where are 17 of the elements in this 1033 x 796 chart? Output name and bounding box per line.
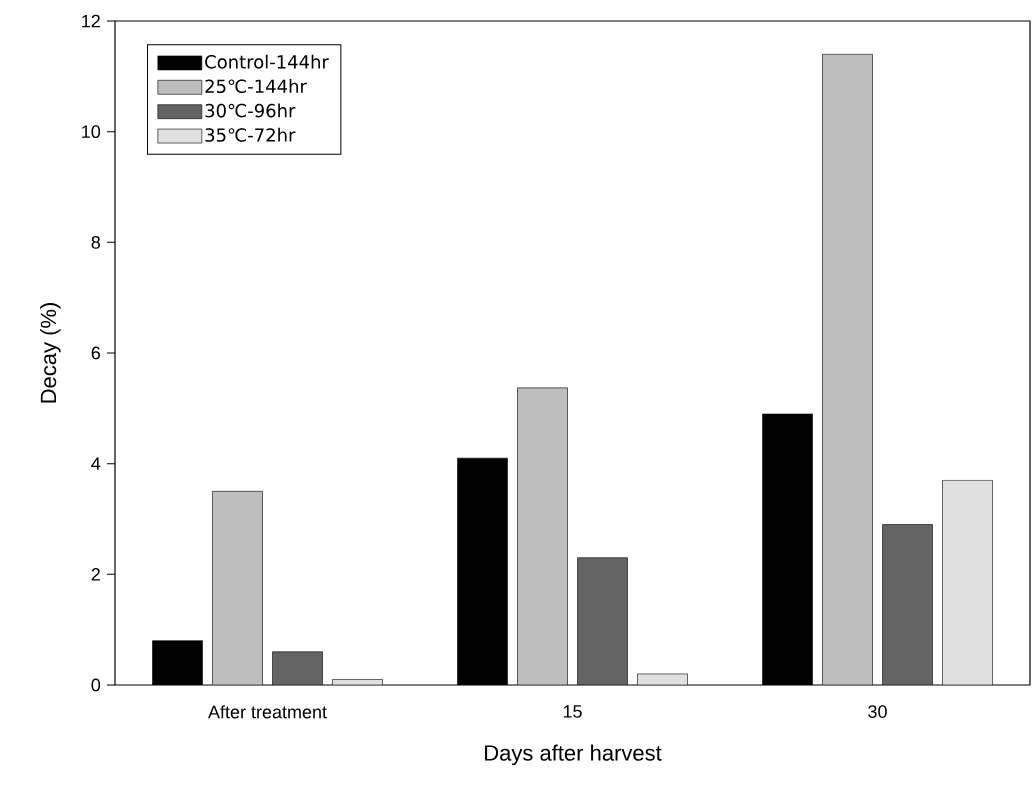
x-axis-title: Days after harvest xyxy=(485,744,662,766)
y-tick-label: 0 xyxy=(91,678,101,692)
x-tick-label: 30 xyxy=(868,705,887,718)
y-tick-label: 10 xyxy=(82,125,101,139)
y-tick-label: 12 xyxy=(82,14,100,28)
y-tick-label: 6 xyxy=(91,346,101,360)
y-axis-title: Decay (%) xyxy=(40,303,61,403)
legend-label: 25℃-144hr xyxy=(205,79,307,94)
legend-label: Control-144hr xyxy=(205,54,329,69)
y-tick-label: 4 xyxy=(91,457,101,470)
y-tick-label: 8 xyxy=(91,235,101,249)
x-tick-label: After treatment xyxy=(208,705,327,719)
legend-label: 35℃-72hr xyxy=(205,127,296,142)
bar xyxy=(942,479,993,685)
legend-label: 30℃-96hr xyxy=(205,103,296,118)
x-tick-label: 15 xyxy=(563,705,582,718)
y-tick-label: 2 xyxy=(91,568,100,581)
